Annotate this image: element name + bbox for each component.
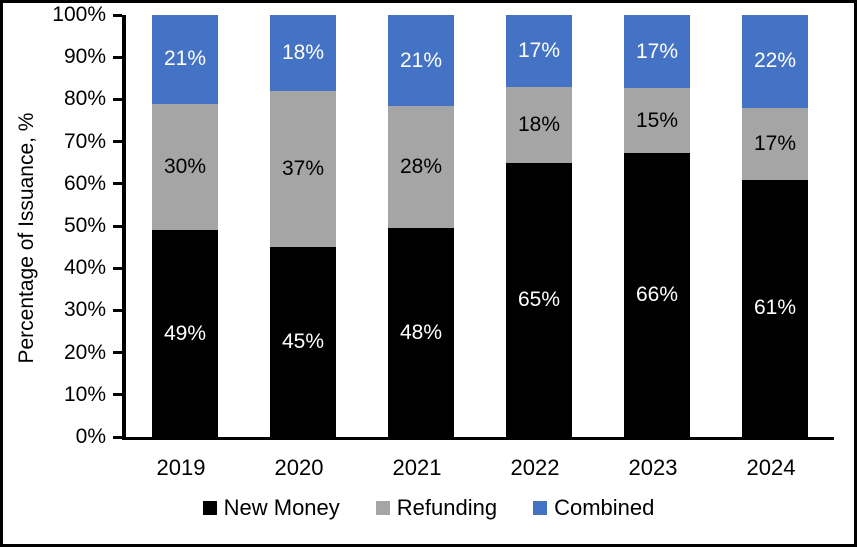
bar-segment-label: 37% [281, 157, 325, 181]
bar-segment-refunding-2019: 30% [152, 103, 218, 231]
y-tick-mark [113, 140, 122, 144]
y-tick-mark [113, 13, 122, 17]
bars-container: 49% 30% 21% 45% 37% 18% 48% 28% 21% 65% 18% 17% 66% 1… [126, 15, 834, 437]
x-axis-label-2020: 2020 [274, 455, 324, 480]
y-tick-mark [113, 266, 122, 270]
bar-segment-label: 45% [281, 330, 325, 354]
bar-segment-new-money-2023: 66% [624, 152, 690, 437]
legend-swatch-new-money [202, 501, 217, 515]
y-tick-label-70: 70% [63, 129, 106, 153]
y-tick-label-90: 90% [63, 45, 106, 69]
bar-segment-label: 66% [635, 282, 679, 306]
bar-segment-refunding-2020: 37% [270, 90, 336, 248]
y-tick-label-0: 0% [75, 425, 106, 448]
y-tick-label-100: 100% [52, 3, 106, 26]
bar-segment-refunding-2022: 18% [506, 86, 572, 163]
y-tick-mark [113, 182, 122, 186]
y-tick-label-20: 20% [63, 340, 106, 364]
bar-segment-new-money-2024: 61% [742, 179, 808, 437]
bar-segment-new-money-2020: 45% [270, 247, 336, 437]
bar-2019: 49% 30% 21% [152, 15, 218, 437]
y-tick-label-40: 40% [63, 256, 106, 280]
bar-segment-label: 17% [517, 38, 561, 62]
legend-swatch-combined [533, 501, 548, 515]
x-axis-label-2022: 2022 [510, 455, 560, 480]
bar-segment-label: 21% [399, 48, 443, 72]
bar-segment-label: 22% [753, 49, 797, 73]
y-tick-mark [113, 393, 122, 397]
bar-segment-combined-2019: 21% [152, 15, 218, 104]
bar-segment-refunding-2024: 17% [742, 107, 808, 180]
legend-item-refunding: Refunding [375, 495, 498, 521]
bar-segment-label: 21% [163, 47, 207, 71]
x-axis-labels: 2019 2020 2021 2022 2023 2024 [122, 455, 830, 481]
bar-segment-refunding-2023: 15% [624, 88, 690, 153]
y-tick-mark [113, 97, 122, 101]
y-tick-label-10: 10% [63, 382, 106, 406]
bar-segment-label: 49% [163, 321, 207, 345]
bar-segment-combined-2024: 22% [742, 15, 808, 108]
bar-segment-combined-2023: 17% [624, 15, 690, 89]
bar-segment-label: 65% [517, 287, 561, 311]
bar-segment-refunding-2021: 28% [388, 106, 454, 229]
legend-label: New Money [223, 495, 340, 520]
bar-segment-label: 17% [753, 131, 797, 155]
x-axis-label-2023: 2023 [628, 455, 678, 480]
bar-2023: 66% 15% 17% [624, 15, 690, 437]
bar-segment-label: 48% [399, 320, 443, 344]
bar-segment-label: 61% [753, 296, 797, 320]
bar-segment-label: 15% [635, 108, 679, 132]
y-tick-mark [113, 224, 122, 228]
legend-label: Combined [554, 495, 655, 520]
y-axis-title: Percentage of Issuance, % [15, 112, 38, 364]
bar-2020: 45% 37% 18% [270, 15, 336, 437]
y-tick-mark [113, 351, 122, 355]
plot-area: 0% 10% 20% 30% 40% 50% 60% 70% 80% 90% 100% 49% 30%… [52, 3, 834, 448]
x-axis-label-2021: 2021 [392, 455, 442, 480]
bar-2022: 65% 18% 17% [506, 15, 572, 437]
bar-segment-combined-2020: 18% [270, 15, 336, 91]
legend-swatch-refunding [375, 501, 390, 515]
legend: New Money Refunding Combined [3, 495, 854, 521]
legend-item-combined: Combined [533, 495, 654, 521]
legend-label: Refunding [396, 495, 498, 520]
bar-segment-label: 18% [281, 41, 325, 64]
bar-segment-combined-2022: 17% [506, 15, 572, 87]
bar-segment-new-money-2019: 49% [152, 230, 218, 437]
bar-segment-new-money-2021: 48% [388, 228, 454, 437]
x-axis-label-2019: 2019 [156, 455, 206, 480]
bar-2021: 48% 28% 21% [388, 15, 454, 437]
y-tick-label-30: 30% [63, 298, 106, 322]
y-tick-label-80: 80% [63, 87, 106, 111]
bar-segment-label: 30% [163, 154, 207, 178]
bar-segment-label: 17% [635, 39, 679, 63]
bar-segment-combined-2021: 21% [388, 15, 454, 107]
bar-segment-new-money-2022: 65% [506, 162, 572, 437]
legend-item-new-money: New Money [202, 495, 340, 521]
y-tick-mark [113, 308, 122, 312]
y-tick-label-50: 50% [63, 214, 106, 237]
x-axis-label-2024: 2024 [746, 455, 796, 480]
bar-segment-label: 28% [399, 155, 443, 179]
y-tick-mark [113, 435, 122, 439]
y-tick-mark [113, 55, 122, 59]
bar-2024: 61% 17% 22% [742, 15, 808, 437]
y-tick-label-60: 60% [63, 171, 106, 195]
bar-segment-label: 18% [517, 112, 561, 136]
